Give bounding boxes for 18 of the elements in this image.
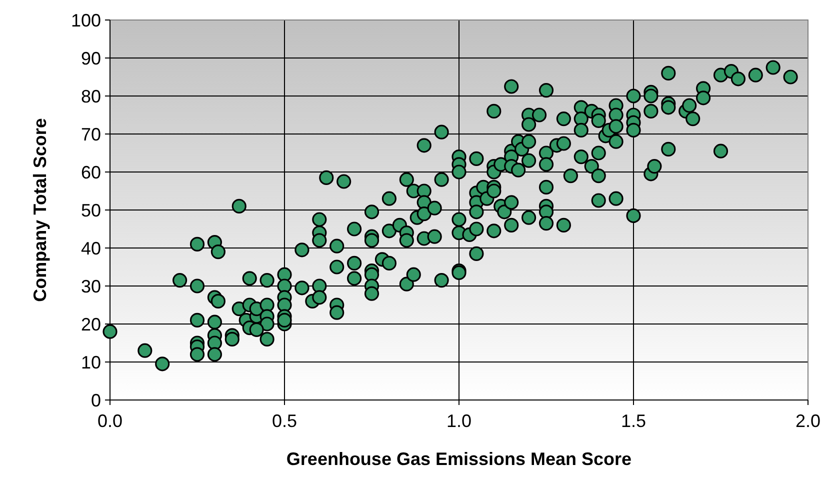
y-tick-label: 100	[70, 10, 101, 30]
y-tick-label: 30	[80, 276, 101, 296]
y-tick-label: 50	[80, 200, 101, 220]
y-tick-label: 10	[80, 352, 101, 372]
x-tick-label: 0.0	[97, 411, 123, 431]
x-tick-label: 2.0	[795, 411, 821, 431]
y-tick-label: 40	[80, 238, 101, 258]
y-tick-label: 70	[80, 124, 101, 144]
y-tick-label: 90	[80, 48, 101, 68]
y-tick-label: 60	[80, 162, 101, 182]
y-tick-label: 20	[80, 314, 101, 334]
x-tick-label: 1.0	[446, 411, 472, 431]
x-tick-label: 1.5	[620, 411, 646, 431]
y-tick-label: 80	[80, 86, 101, 106]
y-axis-title: Company Total Score	[30, 118, 50, 302]
y-tick-label: 0	[90, 390, 101, 410]
x-axis-title: Greenhouse Gas Emissions Mean Score	[286, 449, 632, 469]
x-tick-label: 0.5	[272, 411, 298, 431]
